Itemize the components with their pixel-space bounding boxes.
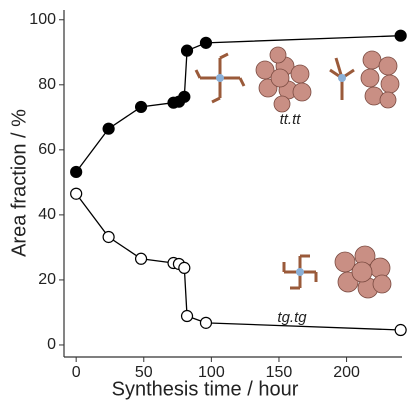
x-tick-label: 200	[333, 364, 360, 381]
atom	[338, 74, 346, 82]
x-tick-label: 50	[135, 364, 153, 381]
data-point	[395, 30, 406, 41]
y-axis-label: Area fraction / %	[8, 109, 30, 257]
data-point	[71, 188, 82, 199]
y-tick-label: 100	[29, 11, 56, 28]
data-point	[200, 37, 211, 48]
data-point	[136, 253, 147, 264]
y-tick-label: 60	[38, 141, 56, 158]
x-axis-label: Synthesis time / hour	[112, 378, 299, 400]
y-tick-label: 80	[38, 76, 56, 93]
space-fill-tt	[256, 47, 311, 112]
data-point	[103, 231, 114, 242]
atom	[216, 74, 224, 82]
data-point	[200, 317, 211, 328]
series-line	[76, 36, 400, 172]
data-point	[71, 166, 82, 177]
space-fill-tt-side	[361, 51, 399, 108]
annotation: tg.tg	[277, 309, 307, 326]
y-tick-label: 0	[47, 336, 56, 353]
x-tick-label: 0	[72, 364, 81, 381]
atom	[296, 268, 304, 276]
molecule-icons	[196, 47, 399, 298]
data-point	[179, 91, 190, 102]
y-tick-label: 20	[38, 271, 56, 288]
data-point	[103, 123, 114, 134]
data-point	[182, 45, 193, 56]
data-point	[182, 311, 193, 322]
data-point	[395, 325, 406, 336]
space-fill-tg	[335, 246, 391, 298]
chart: tt.tt tg.tg Synthesis time / hour Area f…	[0, 0, 407, 402]
data-point	[136, 101, 147, 112]
annotation: tt.tt	[280, 111, 302, 128]
data-point	[179, 262, 190, 273]
x-tick-label: 150	[266, 364, 293, 381]
x-tick-label: 100	[198, 364, 225, 381]
y-tick-label: 40	[38, 206, 56, 223]
